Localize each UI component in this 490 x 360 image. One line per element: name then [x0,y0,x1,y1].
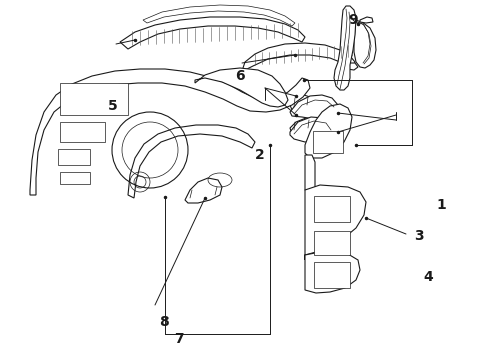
Text: 1: 1 [436,198,446,212]
Polygon shape [340,52,352,60]
Polygon shape [185,178,222,203]
Text: 3: 3 [414,229,424,243]
Polygon shape [290,95,338,119]
Polygon shape [305,185,366,260]
Bar [60,122,105,142]
Polygon shape [290,118,314,136]
Bar [60,172,90,184]
Polygon shape [334,6,356,90]
Bar [60,83,128,115]
Bar [58,149,90,165]
Polygon shape [354,20,376,68]
Polygon shape [305,104,352,158]
Polygon shape [290,95,312,112]
Polygon shape [30,69,310,195]
Polygon shape [143,5,295,26]
Bar [314,231,350,255]
Polygon shape [305,155,315,192]
Bar [314,196,350,222]
Text: 9: 9 [348,13,358,27]
Text: 4: 4 [424,270,434,284]
Polygon shape [120,17,305,49]
Text: 5: 5 [108,99,118,113]
Polygon shape [128,125,255,198]
Bar [314,262,350,288]
Polygon shape [243,43,355,70]
Polygon shape [290,117,334,142]
Bar [313,131,343,153]
Text: 8: 8 [159,315,169,329]
Text: 6: 6 [235,69,245,82]
Text: 7: 7 [174,332,184,346]
Polygon shape [360,17,373,23]
Polygon shape [195,68,288,107]
Text: 2: 2 [255,148,265,162]
Polygon shape [305,252,360,293]
Polygon shape [347,63,358,70]
